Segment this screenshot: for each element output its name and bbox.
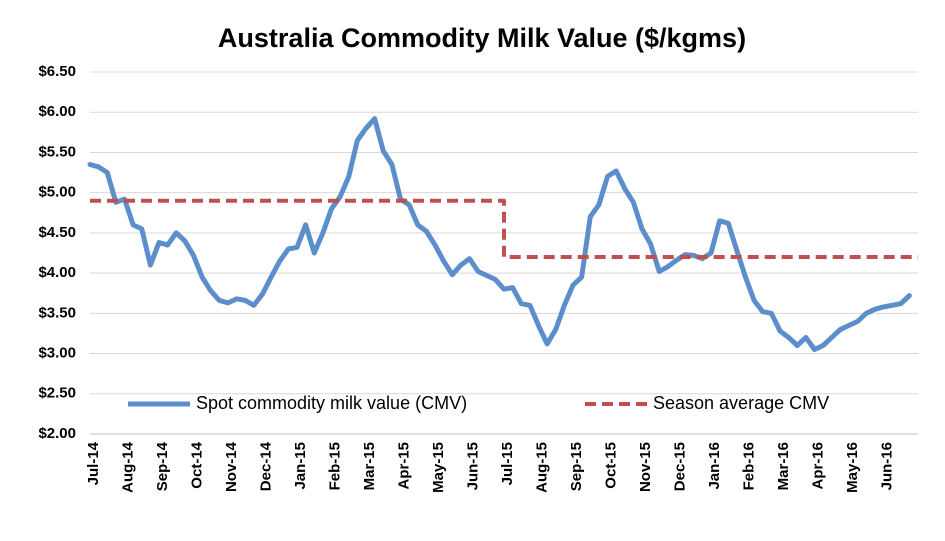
y-tick-label: $5.00 [38,184,76,201]
x-tick-label: Jun-15 [464,442,481,490]
x-tick-label: Sep-14 [154,441,171,491]
y-tick-label: $3.00 [38,345,76,362]
series-line [87,116,912,353]
y-tick-label: $6.00 [38,103,76,120]
x-tick-label: Jul-15 [499,442,516,485]
x-tick-label: Jun-16 [878,442,895,490]
x-tick-label: Jan-16 [706,442,723,490]
x-tick-label: Apr-15 [395,442,412,490]
x-tick-label: Feb-16 [740,442,757,490]
y-tick-label: $4.50 [38,224,76,241]
x-tick-label: Jan-15 [292,442,309,490]
y-tick-label: $3.50 [38,304,76,321]
x-tick-label: Dec-14 [257,441,274,491]
x-tick-label: Apr-16 [809,442,826,490]
y-tick-label: $2.00 [38,425,76,442]
y-tick-label: $2.50 [38,385,76,402]
legend-label: Season average CMV [653,393,829,413]
legend-label: Spot commodity milk value (CMV) [196,393,467,413]
x-tick-label: Sep-15 [568,442,585,491]
x-tick-label: May-16 [844,442,861,493]
y-tick-label: $6.50 [38,63,76,80]
x-tick-label: Nov-15 [637,442,654,492]
x-tick-label: Mar-16 [775,442,792,490]
x-tick-label: Nov-14 [223,441,240,492]
x-tick-label: Dec-15 [671,442,688,491]
x-tick-label: Mar-15 [361,442,378,490]
x-tick-label: Feb-15 [326,442,343,490]
x-tick-label: Aug-15 [533,442,550,493]
chart-title: Australia Commodity Milk Value ($/kgms) [218,23,746,53]
x-tick-label: Jul-14 [85,441,102,485]
y-tick-label: $4.00 [38,264,76,281]
x-tick-label: Aug-14 [119,441,136,492]
x-tick-label: May-15 [430,442,447,493]
series-line [90,198,918,260]
x-tick-label: Oct-15 [602,442,619,489]
x-tick-label: Oct-14 [188,441,205,488]
y-tick-label: $5.50 [38,143,76,160]
